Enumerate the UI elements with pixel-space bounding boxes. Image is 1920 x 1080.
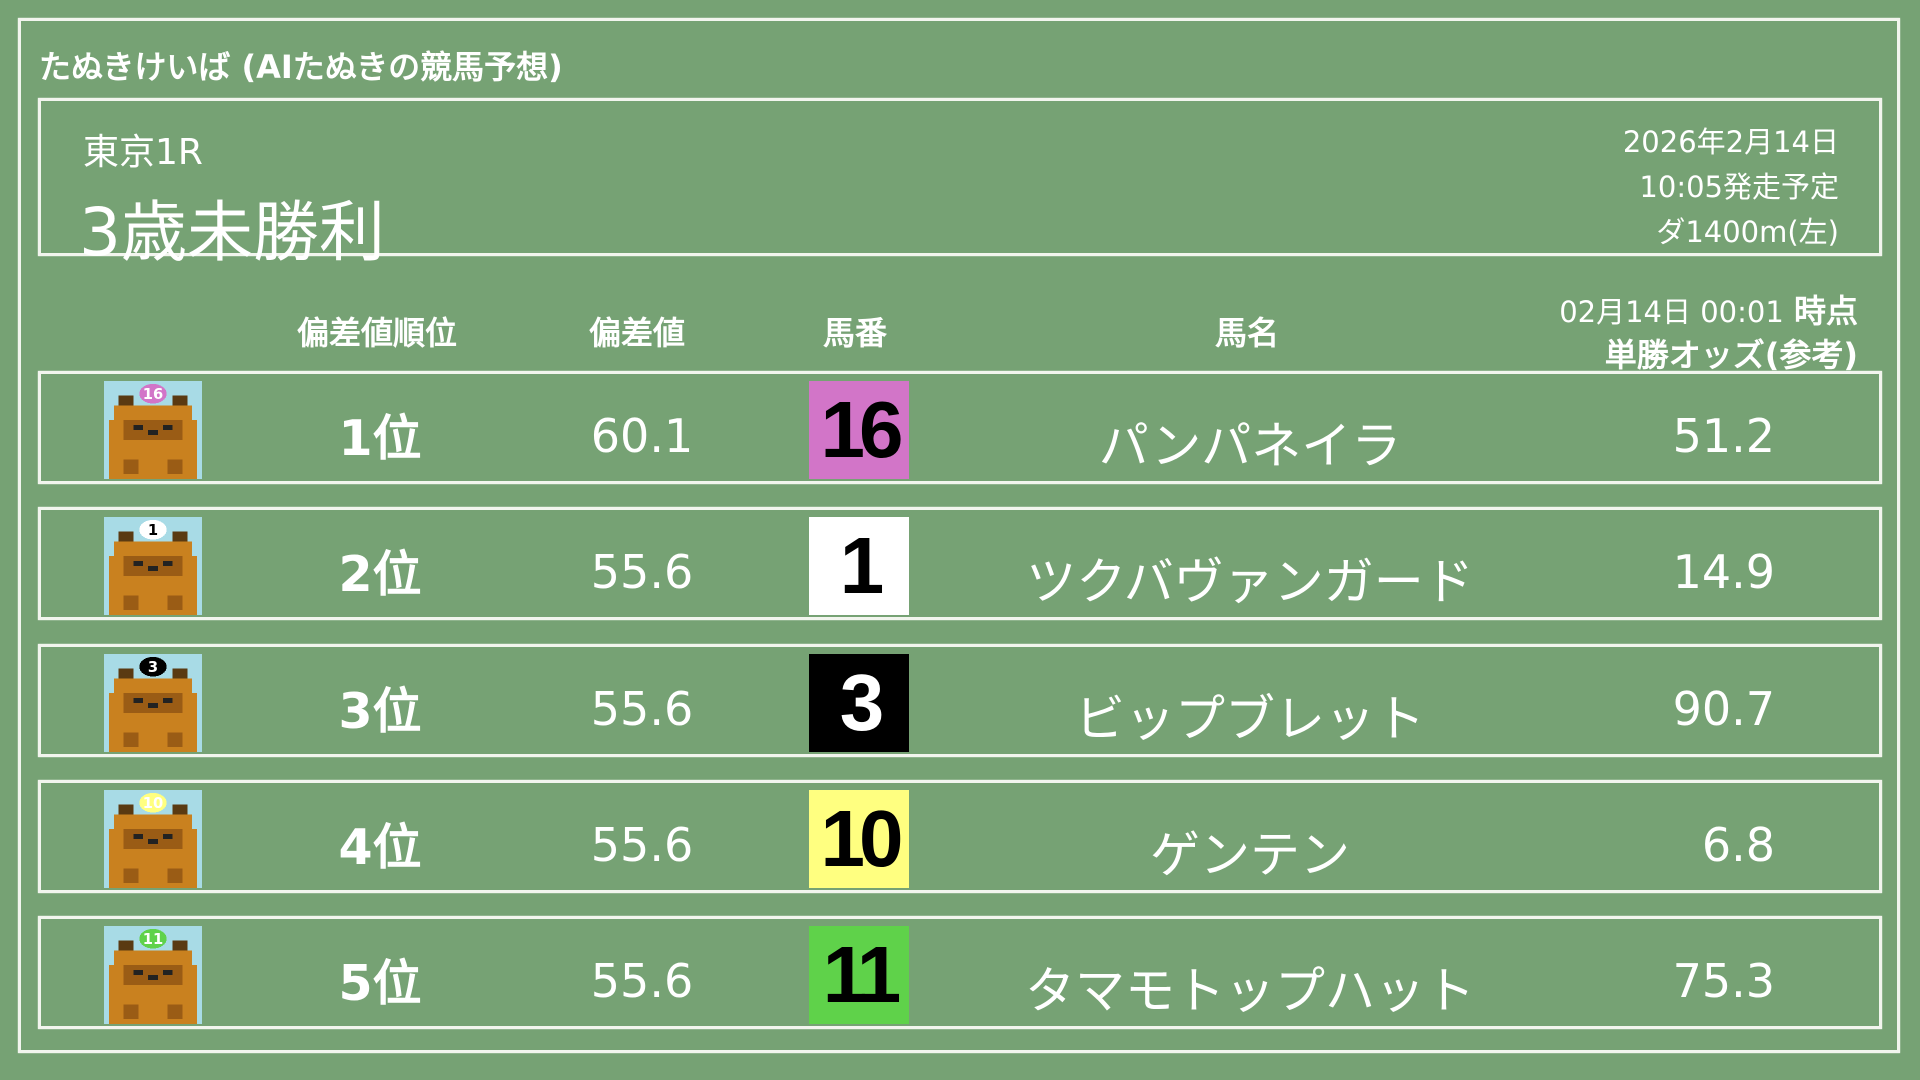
score: 60.1 (590, 409, 694, 463)
rank: 4位 (338, 818, 422, 876)
horse-row: 11 5位 55.6 11 タマモトップハット 75.3 (38, 916, 1882, 1030)
race-header: 東京1R 3歳未勝利 2026年2月14日 10:05発走予定 ダ1400m(左… (38, 98, 1882, 271)
svg-text:16: 16 (143, 386, 163, 403)
win-odds: 90.7 (1672, 681, 1775, 736)
svg-text:11: 11 (143, 931, 163, 948)
horse-name: ゲンテン (1150, 825, 1350, 884)
win-odds: 6.8 (1701, 817, 1775, 872)
race-start-time: 10:05発走予定 (1639, 170, 1839, 204)
rank: 5位 (338, 955, 422, 1013)
column-header-rank: 偏差値順位 (296, 314, 458, 352)
horse-row: 3 3位 55.6 3 ビップブレット 90.7 (38, 643, 1882, 757)
rank: 3位 (338, 682, 422, 740)
horse-name: ツクバヴァンガード (1026, 553, 1474, 612)
odds-timestamp: 02月14日 00:01 (1559, 295, 1784, 329)
horse-number-badge: 1 (809, 517, 909, 616)
score: 55.6 (590, 681, 694, 736)
score: 55.6 (590, 817, 694, 872)
horse-name: ビップブレット (1075, 689, 1425, 748)
race-date: 2026年2月14日 (1622, 125, 1839, 159)
column-header-odds: 02月14日 00:01 時点 単勝オッズ(参考) (1559, 292, 1858, 380)
odds-label: 単勝オッズ(参考) (1604, 336, 1858, 374)
score: 55.6 (590, 545, 694, 600)
app-title: たぬきけいば (AIたぬきの競馬予想) (39, 48, 563, 86)
tanuki-icon: 11 (103, 926, 203, 1025)
horse-number-badge: 3 (809, 653, 909, 752)
tanuki-icon: 1 (103, 517, 203, 616)
svg-text:10: 10 (143, 795, 163, 812)
rank: 2位 (338, 546, 422, 604)
svg-text:1: 1 (148, 522, 158, 539)
horse-row: 1 2位 55.6 1 ツクバヴァンガード 14.9 (38, 507, 1882, 621)
win-odds: 14.9 (1672, 545, 1775, 600)
column-header-score: 偏差値 (588, 314, 686, 352)
column-header-number: 馬番 (822, 314, 888, 352)
horse-number-badge: 11 (809, 926, 909, 1025)
win-odds: 75.3 (1672, 954, 1775, 1009)
race-course: ダ1400m(左) (1656, 215, 1839, 249)
odds-timestamp-suffix: 時点 (1793, 292, 1858, 330)
rank: 1位 (338, 410, 422, 467)
win-odds: 51.2 (1672, 409, 1775, 463)
tanuki-icon: 3 (103, 653, 203, 752)
horse-row: 10 4位 55.6 10 ゲンテン 6.8 (38, 779, 1882, 893)
svg-text:3: 3 (148, 659, 158, 676)
race-venue: 東京1R (83, 132, 203, 173)
horse-row: 16 1位 60.1 16 パンパネイラ 51.2 (38, 371, 1882, 484)
tanuki-icon: 10 (103, 789, 203, 888)
score: 55.6 (590, 954, 694, 1009)
race-name: 3歳未勝利 (79, 194, 385, 271)
column-header-name: 馬名 (1214, 314, 1280, 352)
tanuki-icon: 16 (103, 381, 203, 479)
horse-number-badge: 10 (809, 789, 909, 888)
horse-number-badge: 16 (809, 381, 909, 479)
horse-name: タマモトップハット (1025, 962, 1475, 1021)
horse-name: パンパネイラ (1098, 417, 1402, 475)
board-frame (18, 18, 1900, 1053)
